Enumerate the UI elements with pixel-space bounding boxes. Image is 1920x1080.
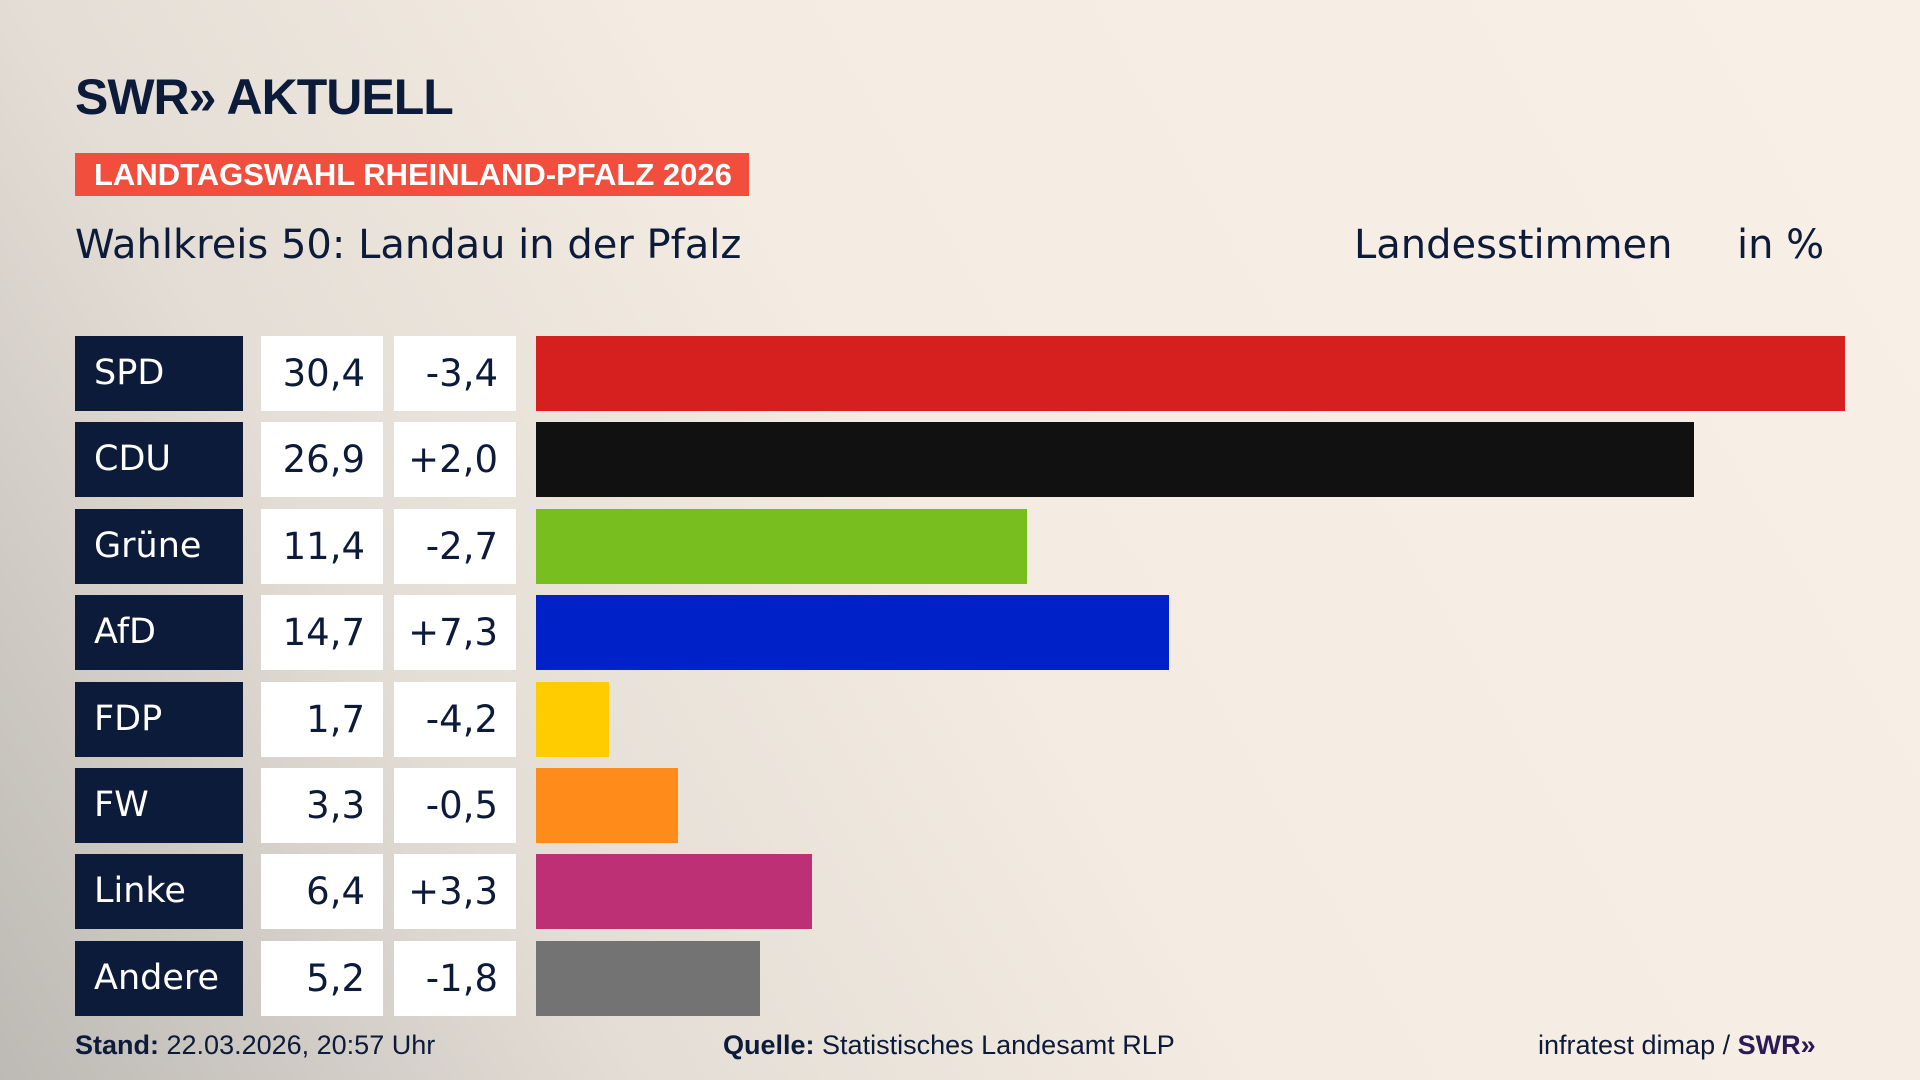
change-label: +7,3	[394, 595, 516, 671]
party-label: FW	[75, 768, 243, 843]
value-label: 14,7	[261, 595, 383, 671]
chart-row: Andere 5,2 -1,8	[0, 940, 1920, 1016]
source-label: Quelle:	[723, 1030, 815, 1060]
swr-logo: SWR»	[1737, 1030, 1816, 1060]
change-label: +3,3	[394, 854, 516, 930]
chart-row: Grüne 11,4 -2,7	[0, 508, 1920, 584]
timestamp: Stand: 22.03.2026, 20:57 Uhr	[75, 1030, 435, 1061]
chart-row: SPD 30,4 -3,4	[0, 336, 1920, 411]
change-label: -0,5	[394, 768, 516, 843]
chart-row: FDP 1,7 -4,2	[0, 681, 1920, 757]
value-label: 1,7	[261, 681, 383, 757]
credit-text: infratest dimap /	[1538, 1030, 1731, 1060]
party-label: Grüne	[75, 508, 243, 584]
change-label: -1,8	[394, 940, 516, 1016]
party-label: AfD	[75, 595, 243, 671]
value-label: 5,2	[261, 940, 383, 1016]
election-banner: LANDTAGSWAHL RHEINLAND-PFALZ 2026	[75, 153, 749, 196]
bar-andere	[536, 940, 760, 1016]
metric-label: Landesstimmen	[1354, 222, 1673, 268]
value-label: 26,9	[261, 422, 383, 498]
value-label: 30,4	[261, 336, 383, 411]
stand-label: Stand:	[75, 1030, 159, 1060]
chart-row: CDU 26,9 +2,0	[0, 422, 1920, 498]
unit-label: in %	[1737, 222, 1825, 268]
bar-fdp	[536, 681, 610, 757]
party-label: CDU	[75, 422, 243, 498]
value-label: 3,3	[261, 768, 383, 843]
bar-fw	[536, 768, 679, 843]
change-label: -2,7	[394, 508, 516, 584]
bar-afd	[536, 595, 1169, 671]
swr-aktuell-logo: SWR» AKTUELL	[75, 69, 454, 125]
bar-grüne	[536, 508, 1027, 584]
page-subtitle: Wahlkreis 50: Landau in der Pfalz	[75, 222, 742, 268]
party-label: SPD	[75, 336, 243, 411]
chart-row: FW 3,3 -0,5	[0, 768, 1920, 843]
party-label: Andere	[75, 940, 243, 1016]
source: Quelle: Statistisches Landesamt RLP	[723, 1030, 1175, 1061]
value-label: 11,4	[261, 508, 383, 584]
party-label: FDP	[75, 681, 243, 757]
source-value: Statistisches Landesamt RLP	[822, 1030, 1175, 1060]
credit: infratest dimap / SWR»	[1538, 1030, 1816, 1061]
party-label: Linke	[75, 854, 243, 930]
change-label: -4,2	[394, 681, 516, 757]
bar-linke	[536, 854, 812, 930]
change-label: -3,4	[394, 336, 516, 411]
change-label: +2,0	[394, 422, 516, 498]
value-label: 6,4	[261, 854, 383, 930]
bar-cdu	[536, 422, 1695, 498]
chart-row: AfD 14,7 +7,3	[0, 595, 1920, 671]
stand-value: 22.03.2026, 20:57 Uhr	[166, 1030, 436, 1060]
chart-row: Linke 6,4 +3,3	[0, 854, 1920, 930]
bar-spd	[536, 336, 1845, 411]
